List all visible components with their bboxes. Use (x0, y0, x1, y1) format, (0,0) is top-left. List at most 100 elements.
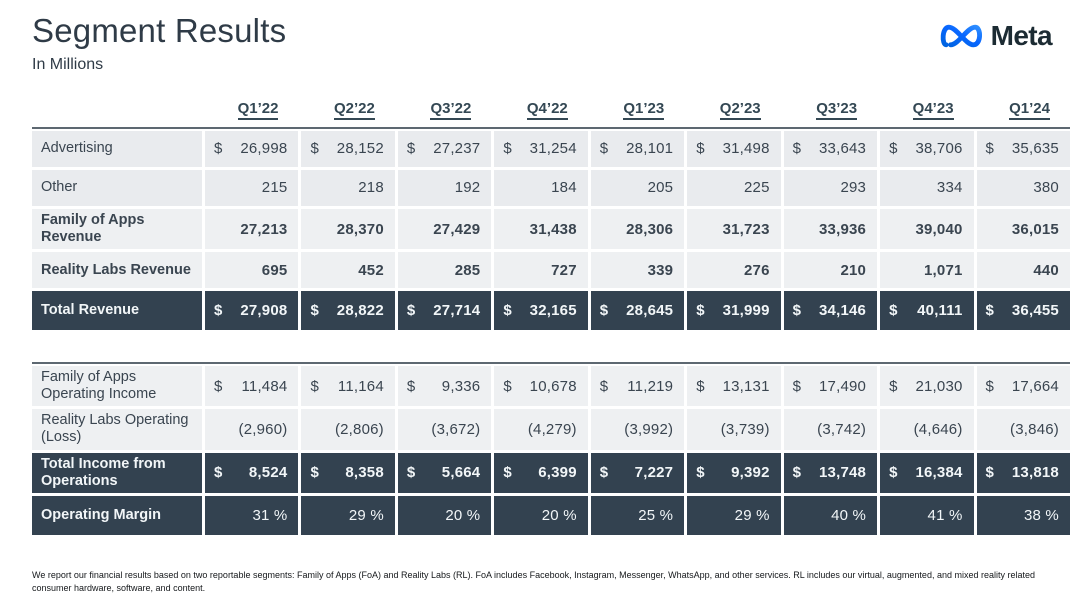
value-cell: $35,635 (976, 130, 1070, 167)
quarter-label[interactable]: Q1’22 (237, 100, 279, 120)
row-label: Other (32, 169, 202, 206)
value-cell: 31,723 (687, 208, 781, 250)
value-cell: $38,706 (880, 130, 974, 167)
cell-value: 28,370 (336, 220, 384, 238)
cell-value: 33,643 (819, 140, 867, 158)
value-cell: $9,392 (687, 452, 781, 493)
dollar-sign: $ (889, 140, 898, 158)
value-cell: 33,936 (783, 208, 878, 250)
table-row: Reality Labs Revenue 695 452 285 727 339 276 21… (32, 252, 1070, 289)
value-cell: (2,806) (301, 409, 395, 450)
dollar-sign: $ (985, 140, 994, 158)
quarter-label[interactable]: Q3’23 (816, 100, 858, 120)
cell-value: 40,111 (917, 302, 963, 320)
dollar-sign: $ (599, 302, 609, 320)
quarter-header-cell: Q3’23 (784, 100, 877, 120)
dollar-sign: $ (792, 140, 801, 158)
value-cell: 31,438 (494, 208, 588, 250)
cell-value: 452 (358, 261, 384, 279)
dollar-sign: $ (985, 377, 994, 395)
cell-value: 34,146 (819, 302, 867, 320)
cell-value: 6,399 (538, 464, 577, 482)
table-row: Reality Labs Operating (Loss) (2,960) (2,8… (32, 409, 1070, 450)
page-title: Segment Results (32, 12, 287, 49)
cell-value: 9,336 (441, 377, 481, 395)
value-cell: 39,040 (880, 208, 974, 250)
cell-value: (3,992) (624, 420, 674, 438)
quarter-label[interactable]: Q2’22 (334, 100, 375, 120)
value-cell: 334 (880, 169, 974, 206)
value-cell: $28,101 (590, 130, 685, 167)
cell-value: (4,646) (913, 420, 963, 438)
cell-value: 13,818 (1011, 464, 1059, 482)
cell-value: 285 (454, 261, 481, 279)
value-cell: $28,152 (301, 130, 395, 167)
cell-value: 36,015 (1011, 220, 1059, 238)
quarter-label[interactable]: Q4’23 (912, 100, 954, 120)
cell-value: 27,213 (240, 220, 288, 238)
quarter-header-cell: Q1’22 (205, 100, 298, 120)
cell-value: 28,822 (336, 302, 384, 320)
slide-header: Segment Results In Millions Meta (32, 12, 1070, 74)
quarter-label[interactable]: Q4’22 (526, 100, 568, 120)
cell-value: 1,071 (924, 261, 963, 279)
meta-logo: Meta (940, 12, 1070, 52)
dollar-sign: $ (599, 140, 609, 158)
footnote: We report our financial results based on… (32, 569, 1035, 593)
cell-value: 27,429 (433, 220, 481, 238)
value-cell: 192 (397, 169, 492, 206)
value-cell: 184 (494, 169, 588, 206)
cell-value: 31 % (252, 506, 288, 524)
cell-value: 339 (647, 261, 674, 279)
cell-value: 31,498 (722, 140, 770, 158)
value-cell: 727 (494, 252, 588, 289)
value-cell: $17,664 (976, 366, 1070, 407)
value-cell: $36,455 (976, 291, 1070, 331)
cell-value: 11,219 (627, 377, 674, 395)
value-cell: $21,030 (880, 366, 974, 407)
value-cell: 695 (205, 252, 299, 289)
value-cell: 1,071 (880, 252, 974, 289)
cell-value: 16,384 (915, 464, 963, 482)
cell-value: 334 (936, 179, 963, 197)
quarter-label[interactable]: Q1’23 (623, 100, 665, 120)
value-cell: $13,818 (976, 452, 1070, 493)
quarter-label[interactable]: Q3’22 (430, 100, 472, 120)
value-cell: $27,237 (397, 130, 492, 167)
cell-value: 210 (840, 261, 867, 279)
value-cell: 28,370 (301, 208, 395, 250)
value-cell: 218 (301, 169, 395, 206)
value-cell: 225 (687, 169, 781, 206)
value-cell: 41 % (880, 495, 974, 535)
value-cell: 339 (590, 252, 685, 289)
row-label: Reality Labs Operating (Loss) (32, 409, 202, 450)
quarter-label[interactable]: Q1’24 (1009, 100, 1050, 120)
cell-value: 7,227 (634, 464, 674, 482)
value-cell: (3,739) (687, 409, 781, 450)
value-cell: $11,484 (205, 366, 299, 407)
value-cell: $10,678 (494, 366, 588, 407)
dollar-sign: $ (503, 377, 512, 395)
value-cell: $9,336 (397, 366, 492, 407)
dollar-sign: $ (310, 140, 319, 158)
value-cell: $13,748 (783, 452, 878, 493)
value-cell: $26,998 (205, 130, 299, 167)
cell-value: (2,960) (238, 420, 288, 438)
quarter-label[interactable]: Q2’23 (719, 100, 761, 120)
value-cell: $27,714 (397, 291, 492, 331)
dollar-sign: $ (696, 302, 705, 320)
value-cell: (3,742) (783, 409, 878, 450)
row-label: Family of Apps Operating Income (32, 366, 202, 407)
value-cell: (3,672) (397, 409, 492, 450)
cell-value: (4,279) (527, 420, 577, 438)
table-row: Total Revenue $27,908 $28,822 $27,714 $32,16… (32, 291, 1070, 331)
cell-value: 5,664 (441, 464, 481, 482)
cell-value: 11,484 (241, 377, 288, 395)
dollar-sign: $ (599, 377, 609, 395)
cell-value: 695 (261, 261, 288, 279)
value-cell: $16,384 (880, 452, 974, 493)
value-cell: (2,960) (205, 409, 299, 450)
cell-value: 727 (551, 261, 577, 279)
cell-value: 41 % (927, 506, 963, 524)
